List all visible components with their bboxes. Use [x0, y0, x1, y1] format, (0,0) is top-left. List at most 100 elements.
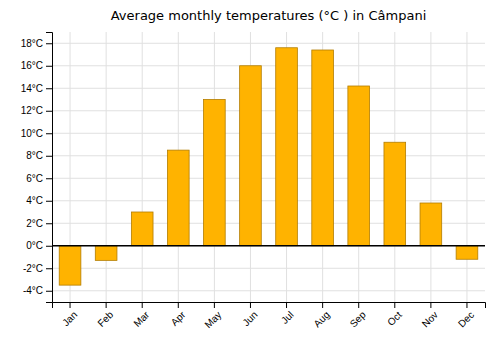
x-tick: Apr: [169, 302, 188, 328]
zero-line: [52, 245, 485, 247]
grid-line-x: [430, 32, 431, 302]
y-tick: 8°C: [26, 150, 52, 161]
bars: [52, 48, 485, 285]
x-tick-label: Jan: [60, 309, 79, 328]
x-tick: Jun: [240, 302, 259, 328]
x-tick-label: Feb: [95, 309, 115, 329]
grid-line-y: [52, 110, 485, 111]
x-tick-mark: [430, 302, 431, 308]
y-tick-label: 18°C: [21, 38, 43, 49]
y-tick-mark: [46, 111, 52, 112]
y-tick: 16°C: [21, 60, 52, 71]
x-tick-mark: [250, 302, 251, 308]
y-tick: -2°C: [23, 263, 52, 274]
bar: [204, 100, 226, 246]
y-tick-label: 12°C: [21, 105, 43, 116]
x-tick-mark: [142, 302, 143, 308]
y-tick-label: 8°C: [26, 150, 43, 161]
y-tick-mark: [46, 268, 52, 269]
x-tick: Feb: [95, 302, 115, 329]
y-tick-mark: [46, 223, 52, 224]
bar: [95, 246, 117, 261]
y-tick-mark: [46, 291, 52, 292]
y-tick-mark: [46, 133, 52, 134]
y-tick-label: 0°C: [26, 240, 43, 251]
x-tick-mark: [70, 302, 71, 308]
y-tick-mark: [46, 246, 52, 247]
grid: [52, 32, 485, 302]
y-tick-label: 16°C: [21, 60, 43, 71]
y-tick: 14°C: [21, 83, 52, 94]
y-tick-label: 10°C: [21, 128, 43, 139]
x-tick-mark: [106, 302, 107, 308]
x-tick-mark: [358, 302, 359, 308]
y-tick-mark: [46, 66, 52, 67]
y-tick-label: -2°C: [23, 263, 43, 274]
x-tick: Oct: [385, 302, 404, 328]
bar: [456, 246, 478, 260]
bar: [420, 203, 442, 246]
x-tick: Nov: [420, 302, 440, 329]
x-tick-label: Apr: [169, 309, 188, 328]
y-tick-label: 6°C: [26, 173, 43, 184]
title: Average monthly temperatures (°C ) in Câ…: [111, 8, 427, 23]
x-tick: Jan: [60, 302, 79, 328]
x-tick-label: Sep: [348, 309, 369, 330]
bar: [384, 142, 406, 246]
y-tick-mark: [46, 43, 52, 44]
x-tick-label: Jul: [279, 309, 296, 326]
y-tick-label: 2°C: [26, 218, 43, 229]
grid-line-x: [466, 32, 467, 302]
y-tick: 18°C: [21, 38, 52, 49]
x-tick-mark: [214, 302, 215, 308]
y-tick: 10°C: [21, 128, 52, 139]
grid-line-y: [52, 65, 485, 66]
grid-line-y: [52, 268, 485, 269]
y-tick: 12°C: [21, 105, 52, 116]
x-axis: JanFebMarAprMayJunJulAugSepOctNovDec: [53, 302, 486, 330]
grid-line-y: [52, 178, 485, 179]
chart: -4°C-2°C0°C2°C4°C6°C8°C10°C12°C14°C16°C1…: [0, 0, 500, 350]
bar: [312, 50, 334, 246]
x-tick-mark: [178, 302, 179, 308]
y-tick-mark: [46, 178, 52, 179]
y-tick-mark: [46, 88, 52, 89]
grid-line-y: [52, 155, 485, 156]
y-tick-label: -4°C: [23, 285, 43, 296]
y-axis: -4°C-2°C0°C2°C4°C6°C8°C10°C12°C14°C16°C1…: [21, 33, 53, 303]
x-tick-mark: [394, 302, 395, 308]
y-tick: 0°C: [26, 240, 52, 251]
x-tick: Dec: [456, 302, 476, 329]
x-tick: Mar: [131, 302, 151, 329]
x-tick: Jul: [279, 302, 296, 326]
x-tick-mark: [286, 302, 287, 308]
plot: -4°C-2°C0°C2°C4°C6°C8°C10°C12°C14°C16°C1…: [21, 32, 486, 330]
x-tick: Sep: [348, 302, 369, 329]
grid-line-y: [52, 245, 485, 246]
bar: [276, 48, 298, 246]
x-tick-label: Jun: [240, 309, 259, 328]
x-tick: Aug: [311, 302, 331, 329]
x-tick-label: Dec: [456, 309, 476, 329]
y-tick: 2°C: [26, 218, 52, 229]
grid-line-x: [142, 32, 143, 302]
y-tick-mark: [46, 156, 52, 157]
y-tick: 6°C: [26, 173, 52, 184]
y-tick: -4°C: [23, 285, 52, 296]
bar: [131, 212, 153, 246]
bar: [59, 246, 81, 285]
grid-line-y: [52, 290, 485, 291]
grid-line-x: [106, 32, 107, 302]
grid-line-y: [52, 88, 485, 89]
x-tick-mark: [466, 302, 467, 308]
y-tick-mark: [46, 201, 52, 202]
x-tick-label: Mar: [131, 309, 151, 329]
x-tick-label: Nov: [420, 309, 440, 329]
x-tick-label: Aug: [311, 309, 331, 329]
x-tick-mark: [322, 302, 323, 308]
grid-line-y: [52, 133, 485, 134]
bar: [240, 66, 262, 246]
bar: [348, 86, 370, 246]
bar: [167, 150, 189, 246]
x-tick-label: Oct: [385, 309, 404, 328]
